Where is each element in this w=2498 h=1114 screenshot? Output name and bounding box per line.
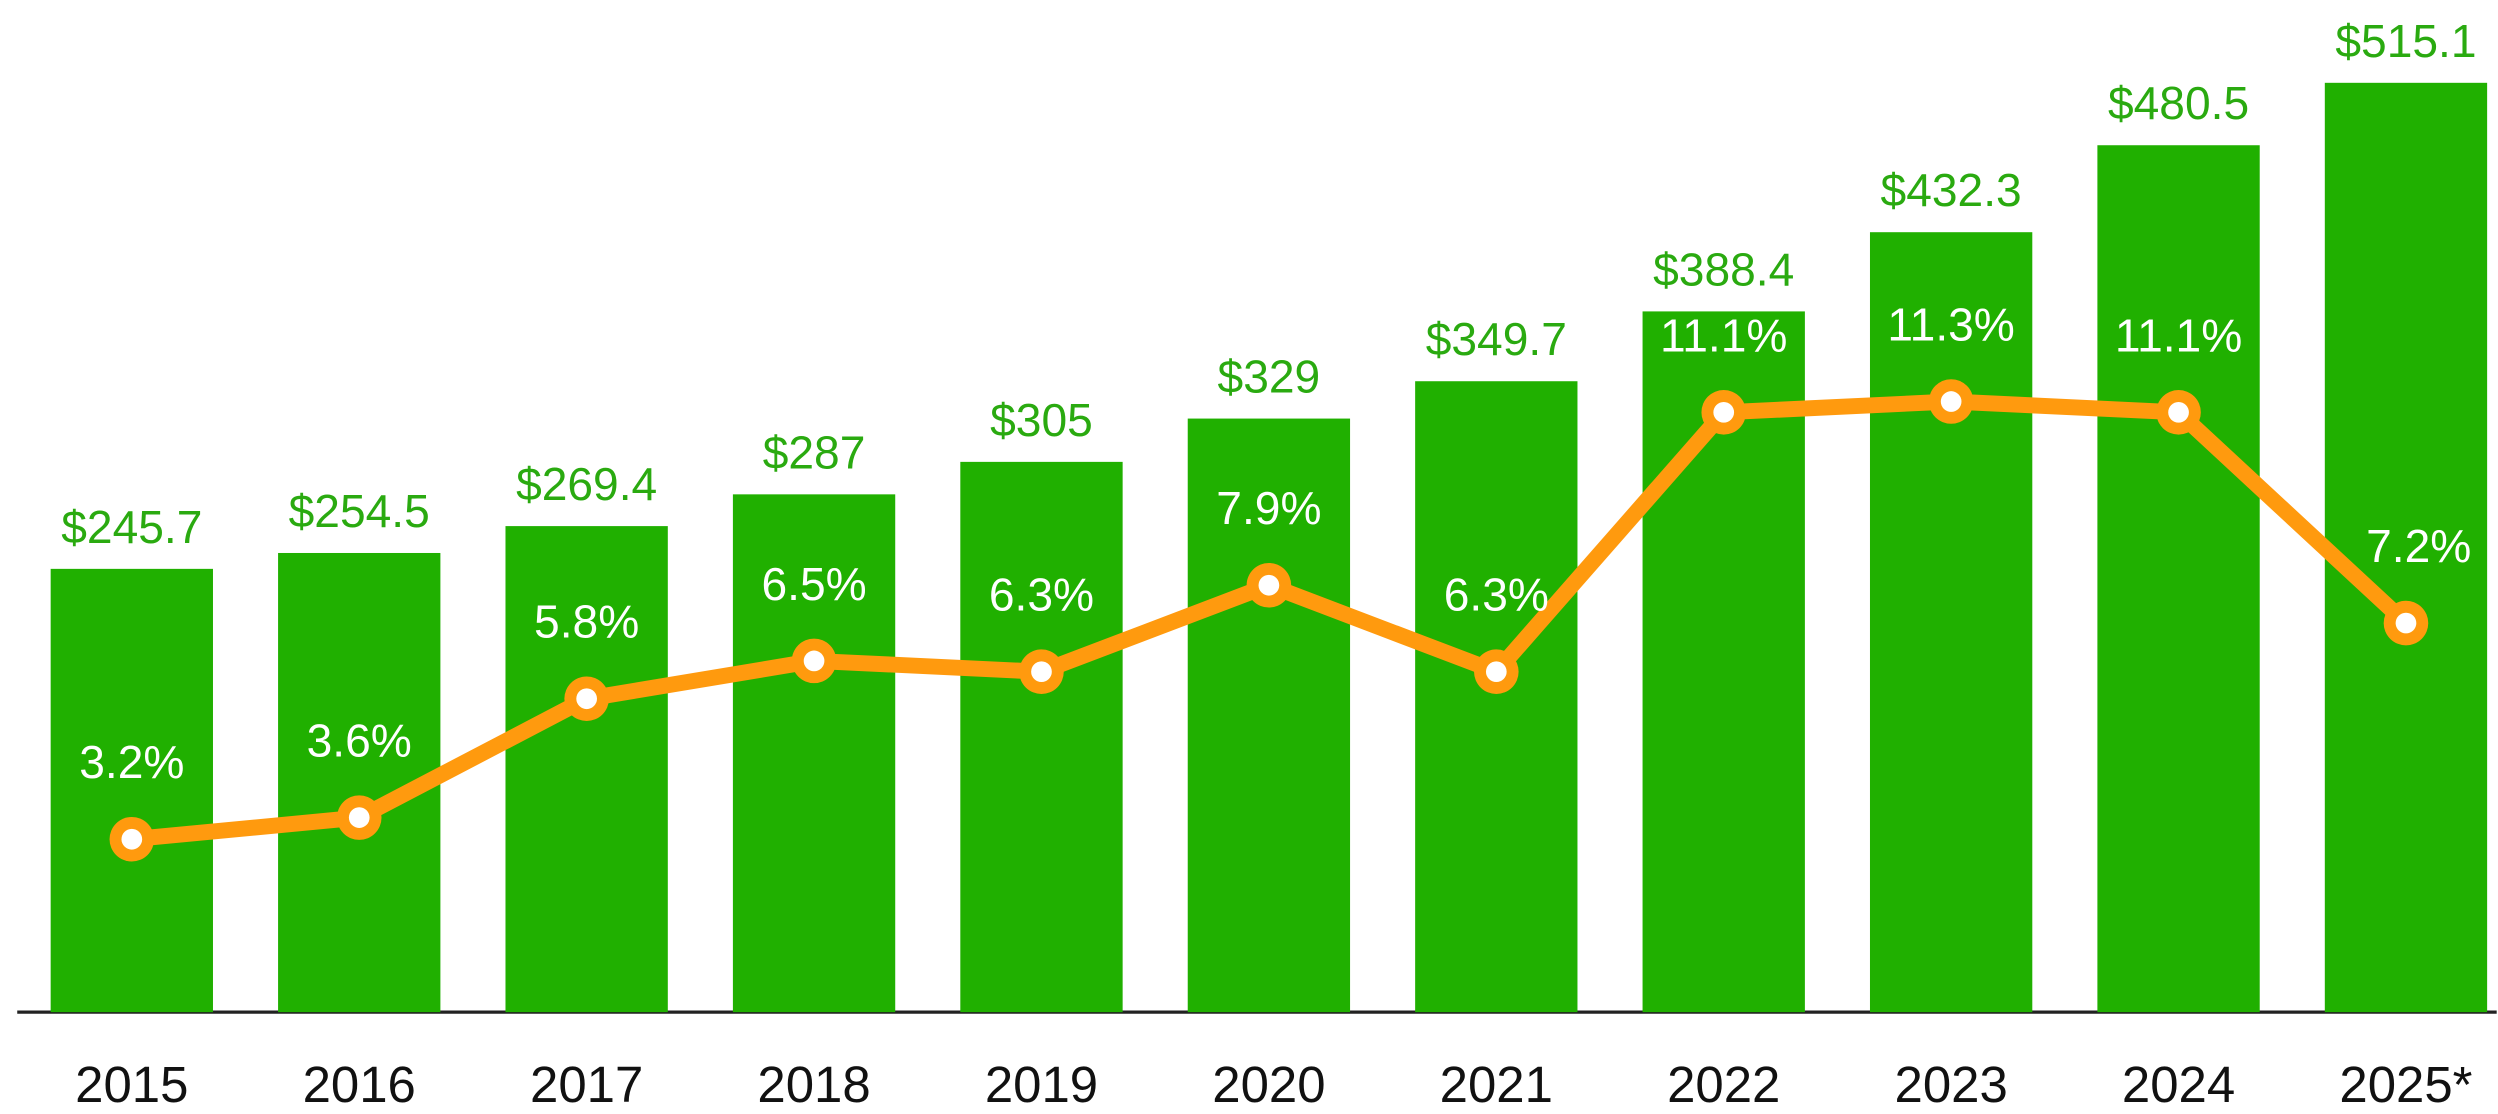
bar-value-label: $269.4 [516, 458, 657, 510]
bar [50, 568, 213, 1013]
x-tick-label: 2025* [2339, 1056, 2472, 1113]
line-value-label: 6.5% [761, 558, 866, 610]
bar-value-label: $254.5 [289, 485, 430, 537]
line-marker-center [121, 828, 143, 850]
line-marker-center [1485, 661, 1507, 683]
x-tick-label: 2017 [530, 1056, 643, 1113]
line-marker-center [1713, 401, 1735, 423]
x-tick-label: 2023 [1895, 1056, 2008, 1113]
bar-value-label: $349.7 [1426, 313, 1567, 365]
bar [1869, 232, 2033, 1013]
line-value-label: 3.2% [79, 736, 184, 788]
x-tick-label: 2021 [1440, 1056, 1553, 1113]
line-value-label: 6.3% [989, 569, 1094, 621]
x-tick-label: 2024 [2122, 1056, 2235, 1113]
line-value-label: 11.1% [1660, 309, 1787, 361]
bar-value-label: $305 [990, 394, 1093, 446]
x-tick-label: 2015 [75, 1056, 188, 1113]
line-marker-center [1031, 661, 1052, 683]
bar-value-label: $480.5 [2108, 77, 2249, 129]
bar-value-label: $329 [1218, 351, 1321, 403]
line-value-label: 7.2% [2366, 520, 2471, 572]
line-value-label: 6.3% [1444, 569, 1549, 621]
line-marker-center [1258, 574, 1280, 596]
bar [1187, 418, 1351, 1013]
x-tick-label: 2018 [757, 1056, 870, 1113]
x-tick-label: 2016 [303, 1056, 416, 1113]
bar-value-label: $287 [763, 426, 866, 478]
line-marker-center [1940, 391, 1962, 412]
line-value-label: 3.6% [307, 715, 412, 767]
x-tick-label: 2019 [985, 1056, 1098, 1113]
bar [2097, 145, 2260, 1013]
line-value-label: 11.1% [2115, 309, 2242, 361]
bar-value-label: $245.7 [61, 501, 202, 553]
bar-value-label: $432.3 [1881, 164, 2022, 216]
line-marker-center [2168, 401, 2189, 423]
bar-value-label: $515.1 [2335, 15, 2476, 67]
bar [960, 461, 1123, 1013]
bar [505, 526, 668, 1013]
x-tick-label: 2020 [1212, 1056, 1325, 1113]
line-marker-center [348, 807, 370, 828]
line-marker-center [803, 650, 825, 672]
bar [1415, 381, 1578, 1013]
bar-value-label: $388.4 [1653, 243, 1794, 295]
line-marker-center [2395, 612, 2417, 634]
line-value-label: 7.9% [1216, 482, 1321, 534]
line-value-label: 5.8% [534, 596, 639, 648]
bar [2324, 82, 2488, 1013]
line-marker-center [576, 688, 597, 710]
bar [732, 494, 896, 1013]
x-tick-label: 2022 [1667, 1056, 1780, 1113]
line-value-label: 11.3% [1887, 298, 2014, 350]
